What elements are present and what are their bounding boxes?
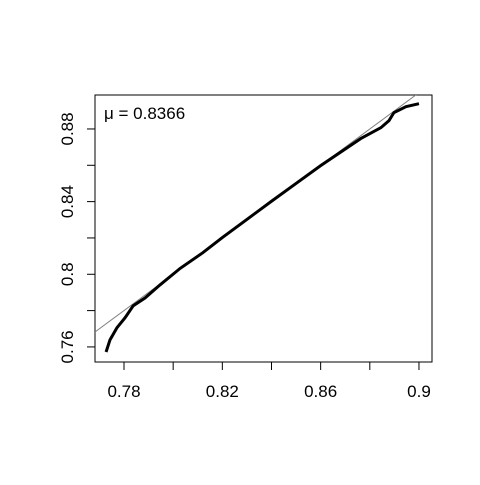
y-tick-label: 0.88 bbox=[58, 112, 77, 145]
x-tick-label: 0.86 bbox=[304, 382, 337, 401]
plot-box bbox=[94, 94, 433, 363]
x-tick-label: 0.78 bbox=[107, 382, 140, 401]
x-tick-label: 0.9 bbox=[407, 382, 431, 401]
annotation: μ = 0.8366 bbox=[104, 104, 185, 123]
y-tick-label: 0.8 bbox=[58, 262, 77, 286]
x-tick-label: 0.82 bbox=[206, 382, 239, 401]
data-line bbox=[104, 102, 420, 353]
y-tick-label: 0.76 bbox=[58, 330, 77, 363]
y-tick-label: 0.84 bbox=[58, 185, 77, 218]
